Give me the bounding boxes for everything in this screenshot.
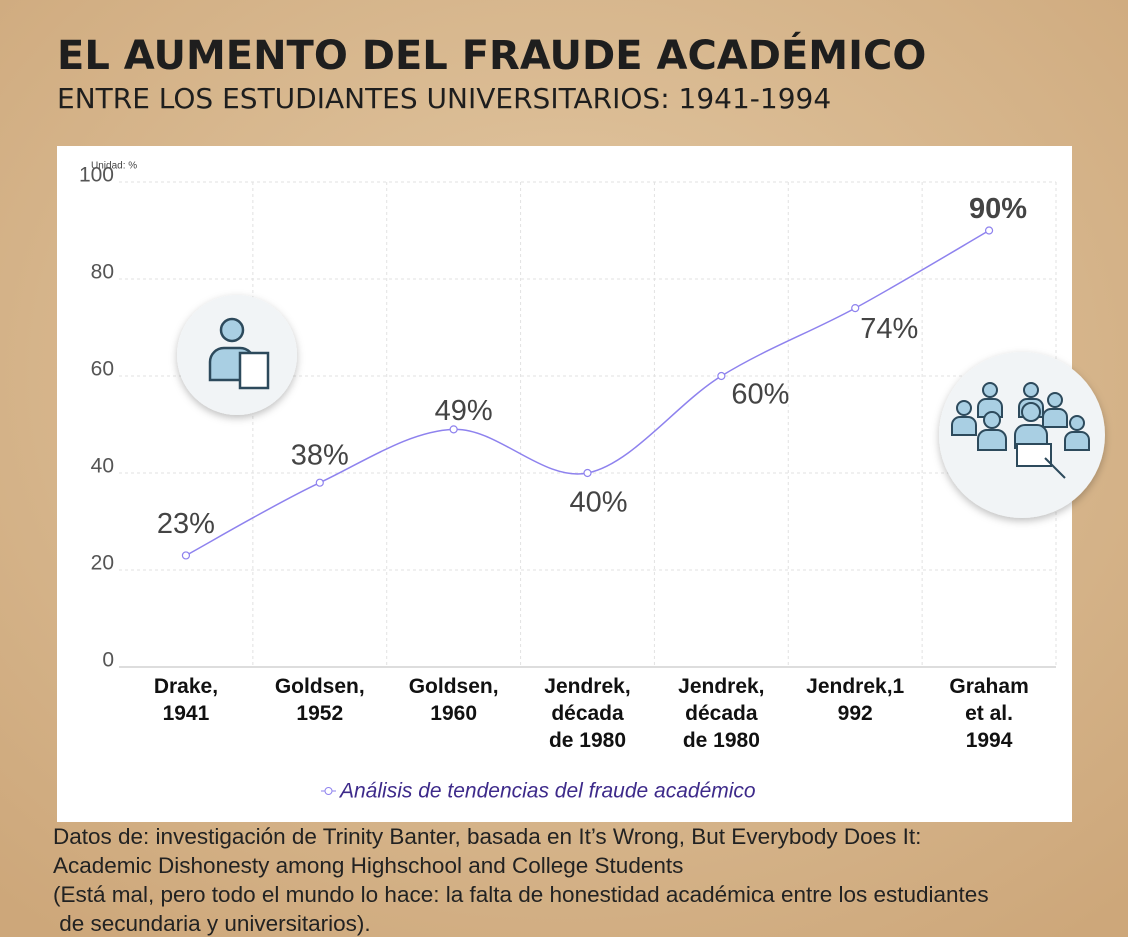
data-point [583, 468, 592, 478]
source-note: de secundaria y universitarios). [53, 911, 371, 936]
chart-title: EL AUMENTO DEL FRAUDE ACADÉMICO [57, 31, 926, 79]
x-tick-label: Drake, 1941 [153, 675, 219, 725]
data-label: 23% [157, 508, 215, 540]
data-label: 49% [435, 395, 493, 427]
x-tick-label: Graham et al. 1994 [949, 675, 1029, 752]
x-tick-text: Goldsen, 1960 [408, 675, 499, 725]
data-point [181, 551, 191, 560]
y-tick-label: 100 [79, 164, 114, 187]
data-label: 40% [569, 487, 627, 519]
x-tick-text: Jendrek, década de 1980 [678, 675, 765, 752]
y-tick-label: 80 [91, 261, 114, 284]
x-tick-label: Goldsen, 1960 [408, 675, 499, 725]
x-tick-text: Graham et al. 1994 [949, 675, 1029, 752]
source-note: Academic Dishonesty among Highschool and… [53, 853, 683, 878]
legend-label: Análisis de tendencias del fraude académ… [338, 780, 756, 803]
x-tick-label: Jendrek, década de 1980 [544, 675, 631, 752]
data-point [449, 425, 458, 434]
source-note: (Está mal, pero todo el mundo lo hace: l… [53, 882, 989, 907]
y-tick-label: 60 [91, 358, 114, 381]
x-tick-text: Goldsen, 1952 [274, 675, 365, 725]
y-tick-label: 0 [102, 649, 114, 672]
chart-subtitle: ENTRE LOS ESTUDIANTES UNIVERSITARIOS: 19… [57, 82, 831, 115]
x-tick-text: Drake, 1941 [153, 675, 219, 725]
data-point [717, 371, 726, 381]
x-tick-text: Jendrek, década de 1980 [544, 675, 631, 752]
data-point [984, 226, 994, 235]
y-tick-label: 40 [91, 455, 114, 478]
x-tick-label: Jendrek,1992 [806, 675, 905, 725]
chart-panel [57, 146, 1072, 822]
unit-label: Unidad: % [91, 161, 137, 172]
data-label: 38% [291, 439, 349, 471]
data-label: 60% [731, 379, 789, 411]
decorations [177, 295, 1105, 518]
x-tick-text: Jendrek,1992 [806, 675, 905, 725]
group-icon [951, 382, 1090, 479]
legend-marker [324, 787, 333, 795]
data-label: 74% [860, 313, 918, 345]
data-point [315, 478, 324, 487]
x-tick-label: Jendrek, década de 1980 [678, 675, 765, 752]
x-tick-label: Goldsen, 1952 [274, 675, 365, 725]
data-label: 90% [969, 193, 1027, 225]
source-note: Datos de: investigación de Trinity Bante… [53, 824, 921, 849]
y-tick-label: 20 [91, 552, 114, 575]
data-point [851, 304, 860, 313]
person-icon [208, 317, 270, 390]
